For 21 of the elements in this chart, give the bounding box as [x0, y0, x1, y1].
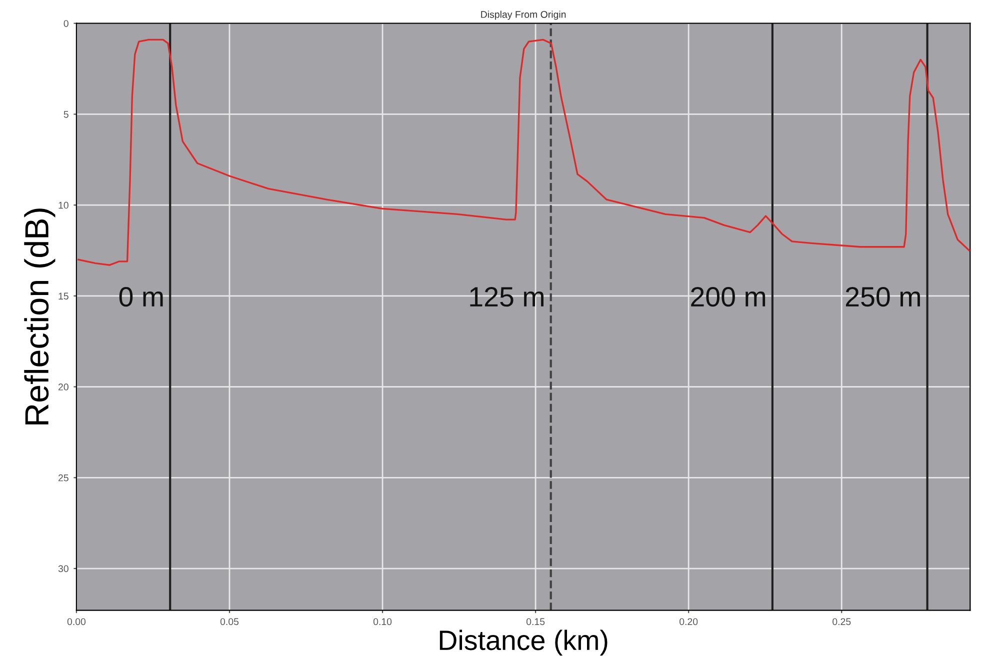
y-tick-label: 25: [58, 474, 68, 482]
chart-title: Display From Origin: [481, 10, 566, 20]
x-tick-label: 0.20: [680, 618, 698, 626]
y-tick-label: 5: [64, 111, 68, 118]
y-tick-label: 30: [58, 565, 68, 572]
ref-line-label: 125 m: [470, 287, 544, 307]
y-tick-label: 15: [58, 292, 68, 300]
x-tick-label: 0.25: [832, 618, 851, 626]
y-tick-label: 10: [58, 202, 68, 209]
ref-line-label: 200 m: [691, 287, 766, 307]
ref-line-label: 250 m: [846, 287, 920, 307]
ref-line-label: 0 m: [119, 287, 163, 307]
line-series: [77, 38, 970, 266]
y-axis-title: Reflection (dB): [24, 208, 56, 424]
x-tick-label: 0.10: [373, 618, 392, 626]
x-tick-label: 0.05: [220, 618, 239, 626]
y-tick-label: 20: [58, 384, 68, 390]
y-tick-label: 0: [64, 20, 68, 27]
x-axis-title: Distance (km): [440, 630, 608, 656]
x-tick-label: 0.15: [526, 618, 545, 626]
x-tick-label: 0.00: [67, 618, 86, 626]
